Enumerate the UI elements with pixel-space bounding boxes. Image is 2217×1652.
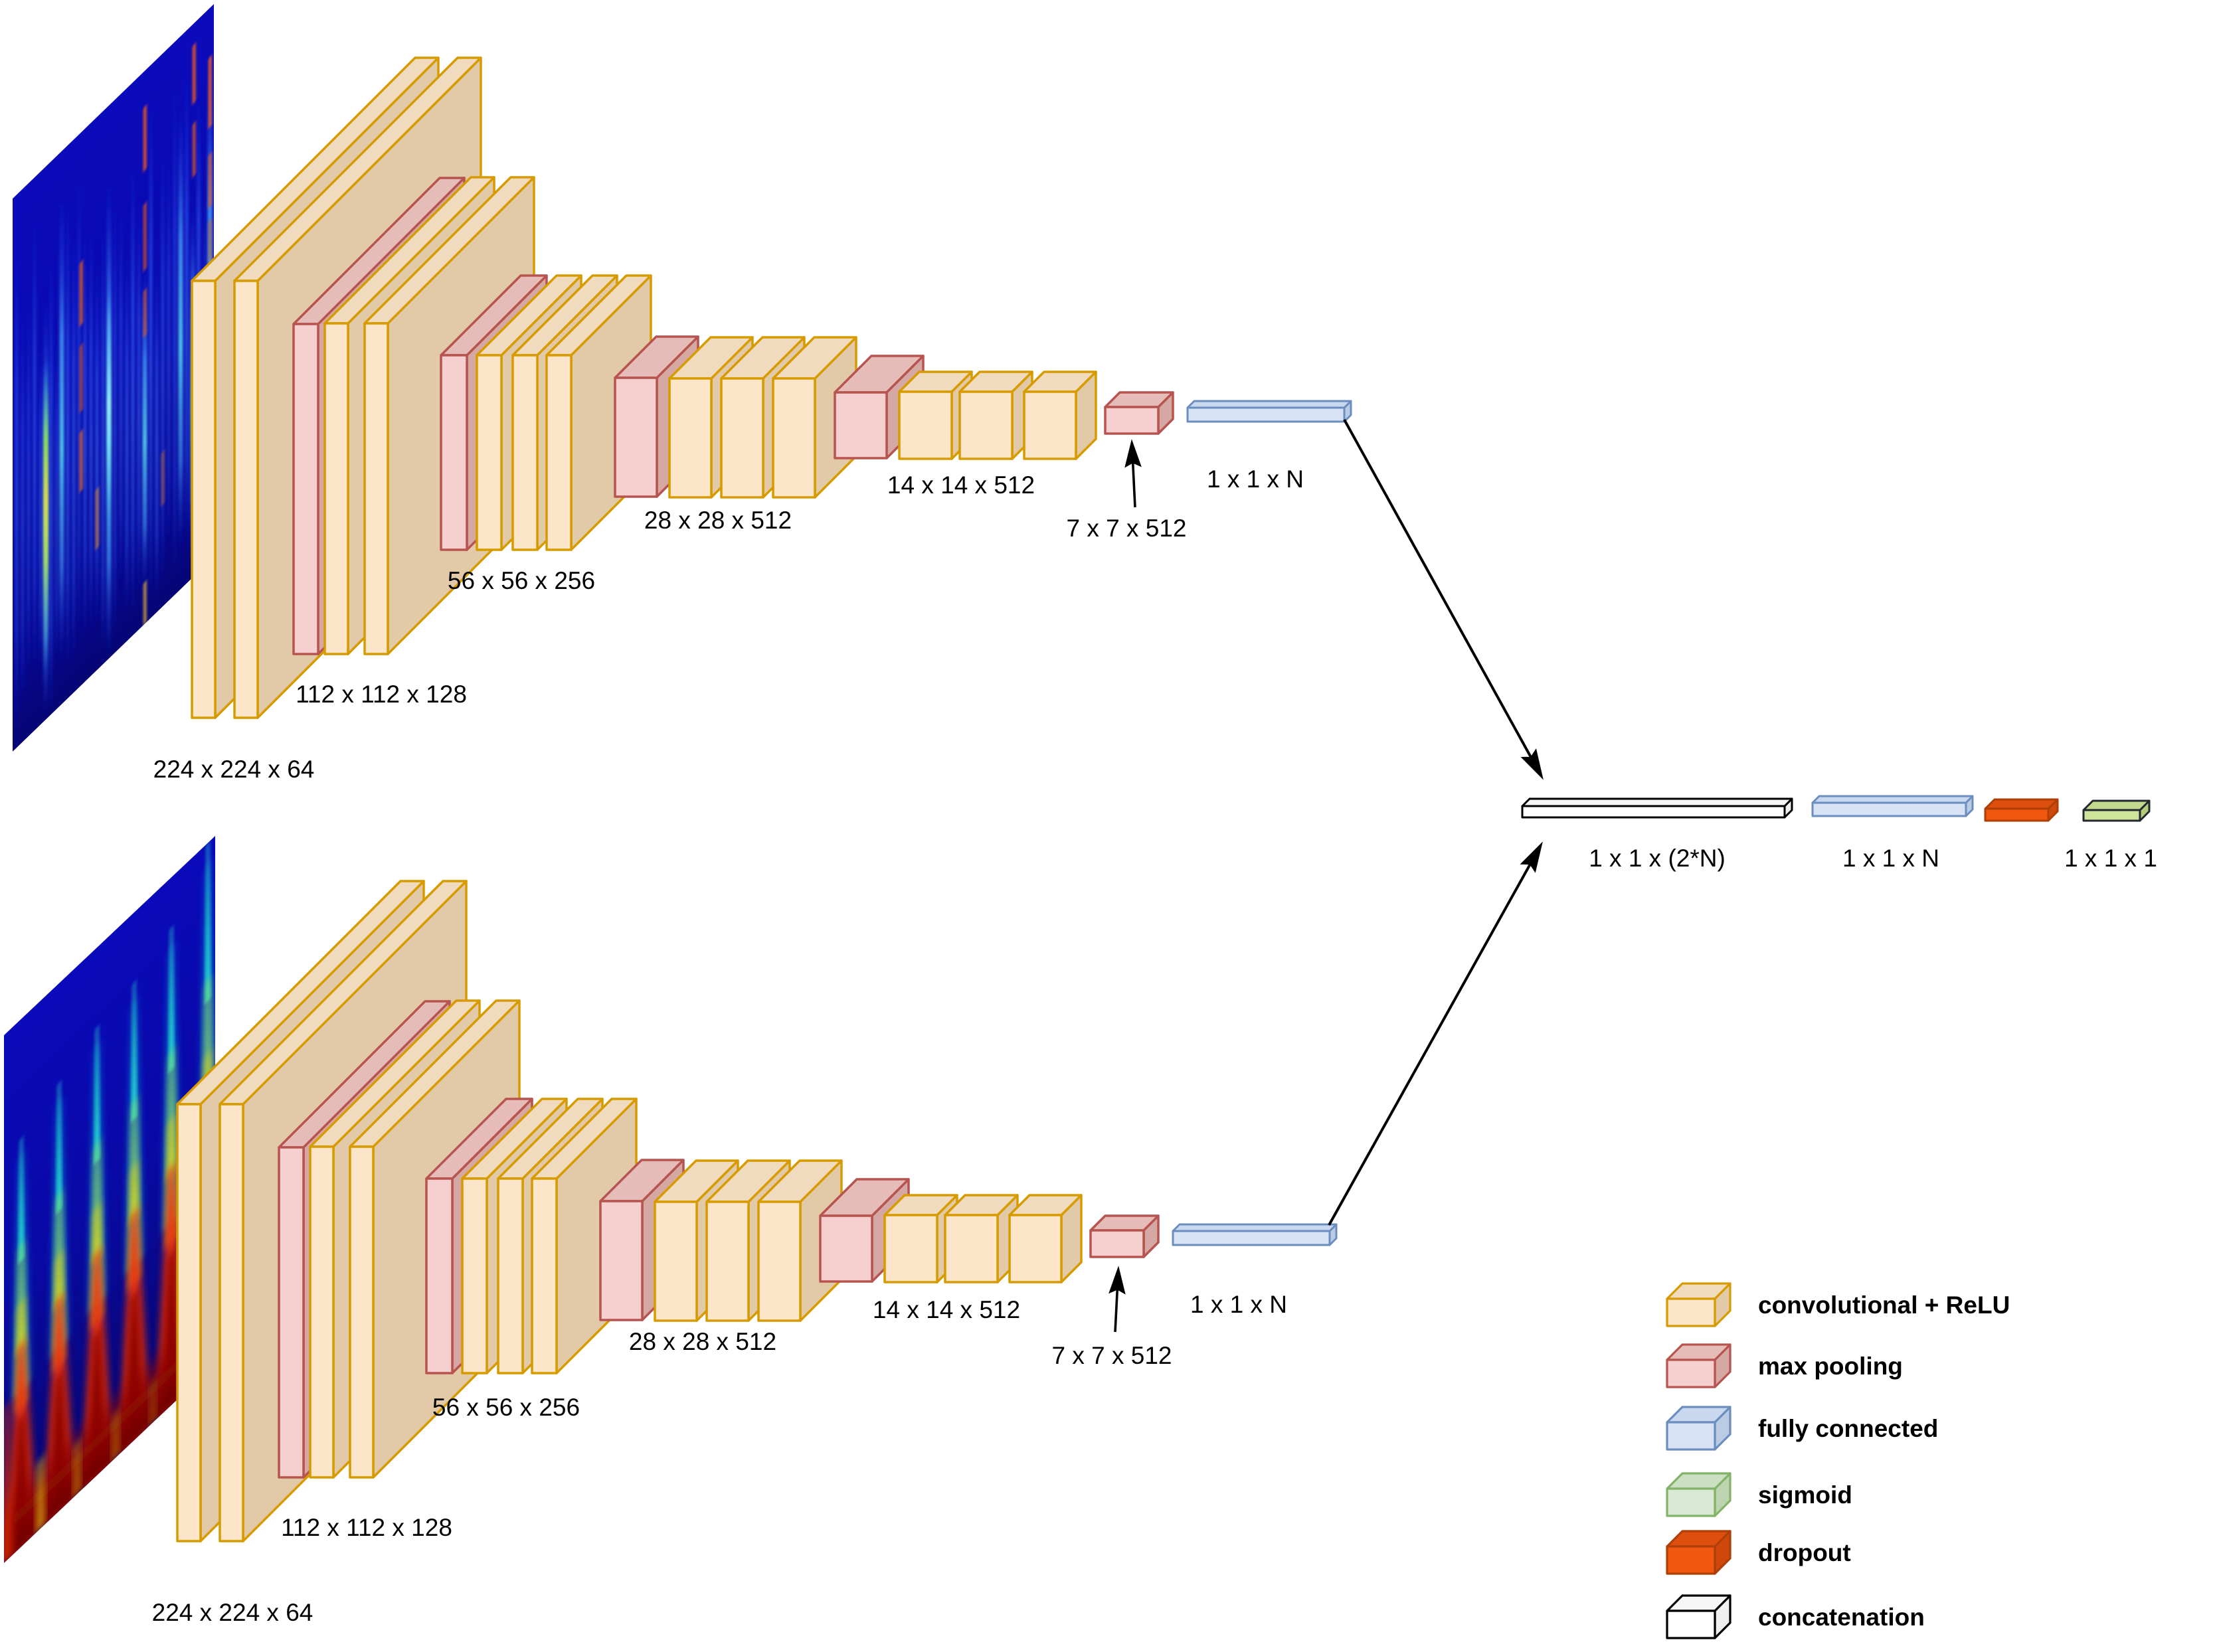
svg-text:max pooling: max pooling [1758,1353,1903,1380]
svg-text:1 x 1 x (2*N): 1 x 1 x (2*N) [1589,845,1726,872]
svg-text:14 x 14 x 512: 14 x 14 x 512 [873,1296,1020,1323]
svg-text:224 x 224 x 64: 224 x 224 x 64 [152,1599,313,1626]
svg-text:56 x 56 x 256: 56 x 56 x 256 [448,567,595,594]
svg-text:7 x 7 x 512: 7 x 7 x 512 [1066,515,1186,542]
svg-text:224 x 224 x 64: 224 x 224 x 64 [153,756,315,783]
svg-text:28 x 28 x 512: 28 x 28 x 512 [629,1328,776,1355]
svg-text:1 x 1 x N: 1 x 1 x N [1842,845,1939,872]
svg-text:112 x 112 x 128: 112 x 112 x 128 [281,1514,452,1541]
svg-text:dropout: dropout [1758,1539,1851,1566]
svg-text:convolutional + ReLU: convolutional + ReLU [1758,1291,2010,1319]
svg-text:concatenation: concatenation [1758,1604,1925,1631]
svg-text:28 x 28 x 512: 28 x 28 x 512 [644,507,792,534]
svg-text:1 x 1 x N: 1 x 1 x N [1190,1291,1287,1318]
svg-text:112 x 112 x 128: 112 x 112 x 128 [296,681,467,708]
svg-text:56 x 56 x 256: 56 x 56 x 256 [432,1394,580,1421]
svg-text:1 x 1 x 1: 1 x 1 x 1 [2064,845,2157,872]
svg-text:fully connected: fully connected [1758,1415,1938,1442]
svg-text:sigmoid: sigmoid [1758,1481,1852,1509]
svg-text:1 x 1 x N: 1 x 1 x N [1207,465,1304,493]
svg-text:14 x 14 x 512: 14 x 14 x 512 [887,471,1035,499]
svg-text:7 x 7 x 512: 7 x 7 x 512 [1051,1342,1172,1369]
